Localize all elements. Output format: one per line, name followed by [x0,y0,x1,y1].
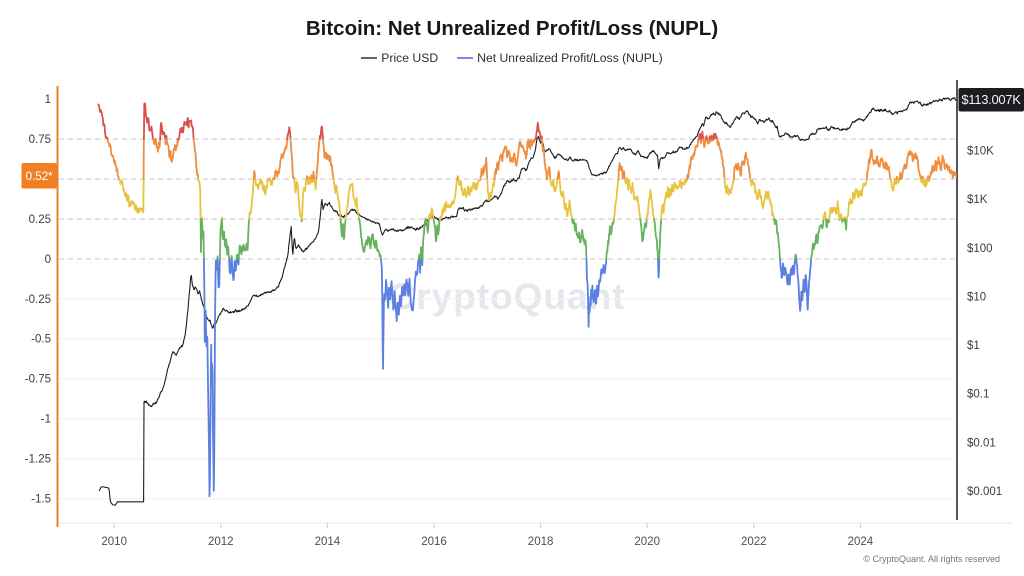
svg-text:2010: 2010 [101,536,127,548]
svg-text:2022: 2022 [741,536,767,548]
svg-text:-0.25: -0.25 [25,294,51,306]
svg-text:0.25: 0.25 [29,214,51,226]
svg-text:-1: -1 [41,414,51,426]
svg-text:2024: 2024 [848,536,874,548]
svg-text:-0.75: -0.75 [25,374,51,386]
svg-text:2020: 2020 [634,536,660,548]
svg-text:$10: $10 [967,291,986,303]
svg-text:$1: $1 [967,340,980,352]
svg-text:$113.007K: $113.007K [961,92,1021,107]
svg-text:$100: $100 [967,243,993,255]
svg-text:-1.25: -1.25 [25,454,51,466]
svg-text:$1K: $1K [967,194,988,206]
svg-text:2014: 2014 [315,536,341,548]
svg-text:$0.001: $0.001 [967,486,1002,498]
svg-text:CryptoQuant: CryptoQuant [388,276,625,317]
svg-text:-0.5: -0.5 [31,334,51,346]
svg-text:0.75: 0.75 [29,134,51,146]
svg-text:2016: 2016 [421,536,447,548]
svg-text:1: 1 [45,94,51,106]
svg-text:$10K: $10K [967,146,994,158]
svg-text:2012: 2012 [208,536,234,548]
svg-text:0.52*: 0.52* [25,169,53,183]
svg-text:2018: 2018 [528,536,554,548]
svg-text:© CryptoQuant. All rights rese: © CryptoQuant. All rights reserved [863,554,1000,564]
svg-text:-1.5: -1.5 [31,494,51,506]
svg-text:$0.01: $0.01 [967,437,996,449]
svg-text:0: 0 [45,254,51,266]
svg-text:$0.1: $0.1 [967,389,989,401]
